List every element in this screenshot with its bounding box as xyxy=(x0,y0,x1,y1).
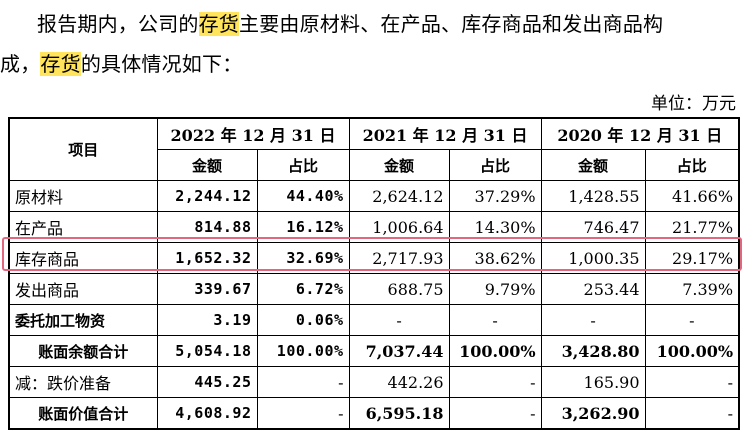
row-label: 账面价值合计 xyxy=(8,397,158,430)
row-label: 发出商品 xyxy=(8,273,158,305)
cell-value: - xyxy=(448,366,542,398)
col-header-ratio: 占比 xyxy=(256,149,350,181)
col-header-ratio: 占比 xyxy=(448,149,542,181)
header-row-sub: 金额 占比 金额 占比 金额 占比 xyxy=(9,149,740,181)
cell-value: 4,608.92 xyxy=(156,397,258,430)
cell-value: 32.69% xyxy=(256,242,350,274)
cell-value: - xyxy=(644,397,740,430)
cell-value: 2,624.12 xyxy=(348,180,450,212)
cell-value: 253.44 xyxy=(540,273,646,305)
cell-value: 38.62% xyxy=(448,242,542,274)
cell-value: 100.00% xyxy=(256,335,350,367)
cell-value: 6,595.18 xyxy=(348,397,450,430)
cell-value: 6.72% xyxy=(256,273,350,305)
cell-value: 16.12% xyxy=(256,211,350,243)
unit-label: 单位：万元 xyxy=(651,94,736,114)
cell-value: - xyxy=(348,304,450,336)
cell-value: - xyxy=(540,304,646,336)
row-label: 委托加工物资 xyxy=(8,304,158,336)
cell-value: 0.06% xyxy=(256,304,350,336)
row-label: 减：跌价准备 xyxy=(8,366,158,398)
cell-value: 1,652.32 xyxy=(156,242,258,274)
cell-value: 5,054.18 xyxy=(156,335,258,367)
cell-value: 37.29% xyxy=(448,180,542,212)
highlighted-term: 存货 xyxy=(40,52,81,76)
cell-value: - xyxy=(644,366,740,398)
cell-value: 814.88 xyxy=(156,211,258,243)
cell-value: 1,000.35 xyxy=(540,242,646,274)
cell-value: 165.90 xyxy=(540,366,646,398)
inventory-table: 项目 2022 年 12 月 31 日 2021 年 12 月 31 日 202… xyxy=(8,117,741,430)
highlighted-term: 存货 xyxy=(198,12,240,36)
cell-value: 100.00% xyxy=(448,335,542,367)
cell-value: 14.30% xyxy=(448,211,542,243)
row-label: 在产品 xyxy=(8,211,158,243)
intro-line-1: 报告期内，公司的存货主要由原材料、在产品、库存商品和发出商品构 xyxy=(37,12,750,36)
cell-value: 1,006.64 xyxy=(348,211,450,243)
table-row: 原材料 2,244.12 44.40% 2,624.12 37.29% 1,42… xyxy=(8,180,740,212)
table-row: 库存商品 1,652.32 32.69% 2,717.93 38.62% 1,0… xyxy=(8,242,740,274)
cell-value: - xyxy=(644,304,740,336)
intro-text: 报告期内，公司的 xyxy=(37,12,199,36)
intro-line-2: 成，存货的具体情况如下： xyxy=(0,52,750,76)
col-header-year: 2022 年 12 月 31 日 xyxy=(156,117,350,150)
row-label: 账面余额合计 xyxy=(8,335,158,367)
cell-value: 442.26 xyxy=(348,366,450,398)
col-header-year: 2021 年 12 月 31 日 xyxy=(348,117,542,150)
header-row-years: 项目 2022 年 12 月 31 日 2021 年 12 月 31 日 202… xyxy=(8,117,740,181)
cell-value: 2,244.12 xyxy=(156,180,258,212)
cell-value: - xyxy=(256,366,350,398)
cell-value: - xyxy=(448,397,542,430)
cell-value: 688.75 xyxy=(348,273,450,305)
intro-text: 主要由原材料、在产品、库存商品和发出商品构 xyxy=(239,12,664,36)
col-header-amount: 金额 xyxy=(156,149,258,181)
cell-value: 2,717.93 xyxy=(348,242,450,274)
table-row: 委托加工物资 3.19 0.06% - - - - xyxy=(8,304,740,336)
cell-value: 339.67 xyxy=(156,273,258,305)
table-row: 账面余额合计 5,054.18 100.00% 7,037.44 100.00%… xyxy=(8,335,740,367)
cell-value: 9.79% xyxy=(448,273,542,305)
cell-value: 44.40% xyxy=(256,180,350,212)
cell-value: 41.66% xyxy=(644,180,740,212)
col-header-item: 项目 xyxy=(8,117,158,181)
cell-value: 21.77% xyxy=(644,211,740,243)
table-row: 减：跌价准备 445.25 - 442.26 - 165.90 - xyxy=(8,366,740,398)
cell-value: 100.00% xyxy=(644,335,740,367)
intro-text: 成， xyxy=(0,52,41,76)
cell-value: 3,262.90 xyxy=(540,397,646,430)
col-header-ratio: 占比 xyxy=(644,149,740,181)
cell-value: 445.25 xyxy=(156,366,258,398)
table-row: 账面价值合计 4,608.92 - 6,595.18 - 3,262.90 - xyxy=(8,397,740,430)
col-header-amount: 金额 xyxy=(540,149,646,181)
cell-value: 3.19 xyxy=(156,304,258,336)
table-row: 在产品 814.88 16.12% 1,006.64 14.30% 746.47… xyxy=(8,211,740,243)
col-header-year: 2020 年 12 月 31 日 xyxy=(540,117,740,150)
col-header-amount: 金额 xyxy=(348,149,450,181)
cell-value: 7,037.44 xyxy=(348,335,450,367)
row-label: 库存商品 xyxy=(8,242,158,274)
cell-value: 29.17% xyxy=(644,242,740,274)
row-label: 原材料 xyxy=(8,180,158,212)
cell-value: - xyxy=(448,304,542,336)
intro-text: 的具体情况如下： xyxy=(80,52,243,76)
cell-value: - xyxy=(256,397,350,430)
cell-value: 7.39% xyxy=(644,273,740,305)
cell-value: 3,428.80 xyxy=(540,335,646,367)
cell-value: 1,428.55 xyxy=(540,180,646,212)
cell-value: 746.47 xyxy=(540,211,646,243)
table-row: 发出商品 339.67 6.72% 688.75 9.79% 253.44 7.… xyxy=(8,273,740,305)
